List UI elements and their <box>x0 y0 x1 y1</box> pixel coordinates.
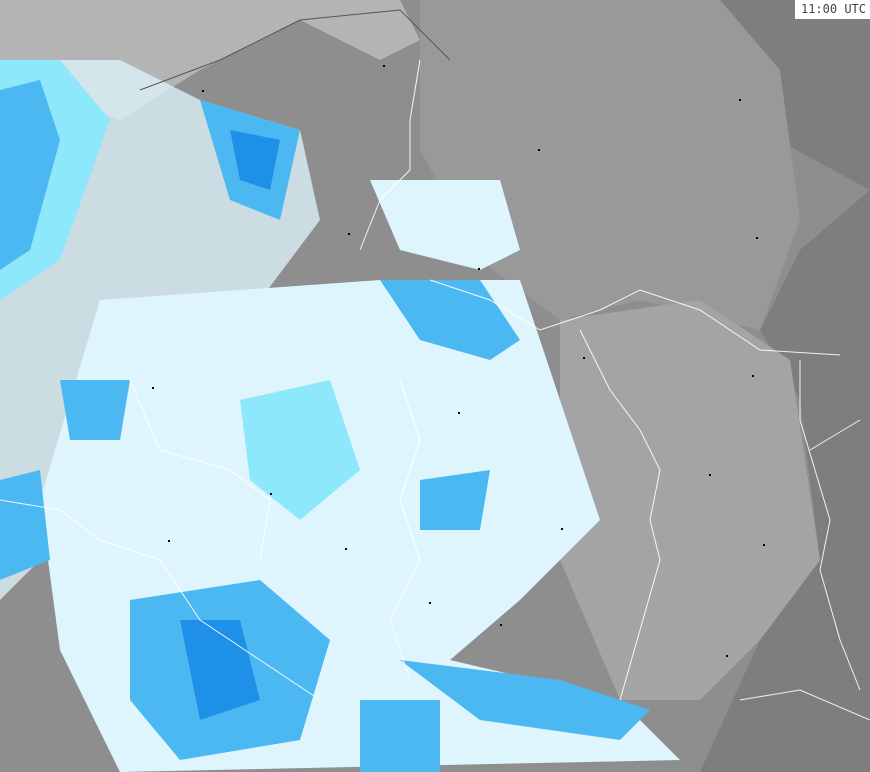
ukraine-land <box>560 300 820 700</box>
coastline <box>139 9 451 91</box>
timestamp-label: 11:00 UTC <box>794 0 870 19</box>
precipitation <box>0 60 680 772</box>
city-markers <box>152 65 765 657</box>
country-borders <box>0 59 870 721</box>
